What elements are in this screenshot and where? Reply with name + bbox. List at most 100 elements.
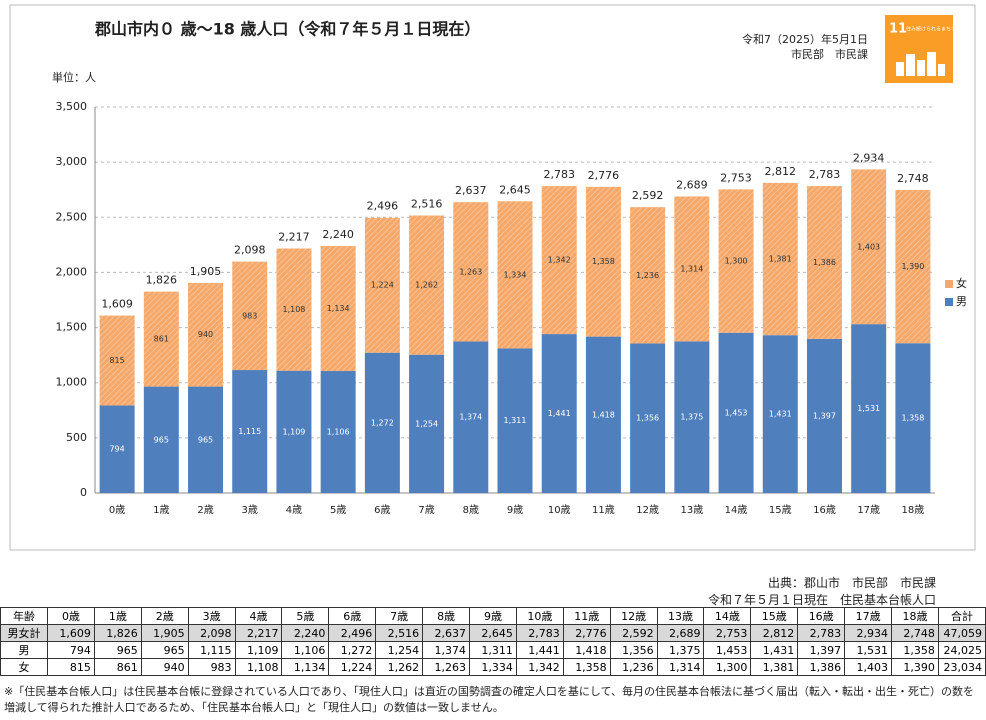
- chart-frame: [9, 4, 976, 551]
- total-label: 2,645: [499, 183, 531, 196]
- table-row: 年齢 0歳 1歳 2歳 3歳 4歳 5歳 6歳 7歳 8歳 9歳 10歳 11歳 12歳 13歳 14歳 15歳…: [0, 607, 986, 625]
- table-cell: 13歳: [656, 607, 705, 625]
- total-label: 2,783: [809, 168, 841, 181]
- table-row: 女 815 861 940 983 1,108 1,134 1,224 1,262 1,263 1,…: [0, 658, 986, 676]
- table-cell: 1,300: [703, 658, 752, 676]
- total-label: 2,098: [234, 244, 266, 257]
- segment-label: 1,390: [901, 262, 924, 271]
- table-cell: 9歳: [469, 607, 517, 625]
- table-cell: 1,609: [47, 624, 95, 642]
- dept-note: 市民部 市民課: [791, 47, 868, 61]
- table-row: 男女計 1,609 1,826 1,905 2,098 2,217 2,240 2,496 2,…: [0, 624, 986, 642]
- table-cell: 年齢: [0, 607, 48, 625]
- x-tick-label: 16歳: [813, 504, 836, 516]
- segment-label: 965: [154, 435, 169, 444]
- segment-label: 1,311: [504, 416, 527, 425]
- bar-segment: [497, 348, 533, 493]
- table-cell: 1,356: [609, 641, 658, 659]
- x-tick-label: 10歳: [548, 504, 571, 516]
- total-label: 2,934: [853, 151, 885, 164]
- segment-label: 1,314: [680, 264, 703, 273]
- total-label: 2,783: [543, 168, 575, 181]
- bar-segment: [541, 186, 577, 335]
- bar-segment: [232, 261, 268, 371]
- table-cell: 1,441: [515, 641, 564, 659]
- bar-segment: [630, 343, 666, 493]
- bar-segment: [364, 217, 400, 353]
- table-cell: 1,397: [797, 641, 846, 659]
- segment-label: 794: [109, 445, 124, 454]
- bar-segment: [453, 202, 489, 342]
- table-cell: 3歳: [187, 607, 236, 625]
- table-cell: 1,342: [515, 658, 564, 676]
- segment-label: 1,431: [769, 410, 792, 419]
- table-cell: 2,645: [469, 624, 517, 642]
- bar-segment: [806, 338, 842, 493]
- bar-segment: [585, 336, 621, 493]
- table-cell: 5歳: [281, 607, 330, 625]
- table-cell: 2,812: [750, 624, 799, 642]
- y-tick-label: 2,500: [56, 210, 88, 223]
- table-cell: 16歳: [797, 607, 846, 625]
- table-row: 男 794 965 965 1,115 1,109 1,106 1,272 1,254 1,374…: [0, 641, 986, 659]
- x-tick-label: 15歳: [769, 504, 792, 516]
- table-cell: 1,254: [375, 641, 424, 659]
- segment-label: 1,115: [238, 427, 261, 436]
- segment-label: 1,531: [857, 404, 880, 413]
- table-cell: 1,311: [469, 641, 517, 659]
- table-cell: 23,034: [937, 658, 986, 676]
- x-tick-label: 0歳: [109, 504, 125, 516]
- x-tick-label: 4歳: [286, 504, 302, 516]
- segment-label: 1,262: [415, 281, 438, 290]
- table-cell: 1,531: [844, 641, 893, 659]
- total-label: 1,826: [146, 274, 178, 287]
- bar-segment: [895, 189, 931, 344]
- table-cell: 1,390: [891, 658, 939, 676]
- total-label: 2,748: [897, 172, 929, 185]
- bar-segment: [232, 370, 268, 493]
- y-tick-label: 2,000: [56, 265, 88, 278]
- total-label: 2,516: [411, 198, 443, 211]
- y-tick-label: 1,500: [56, 321, 88, 334]
- segment-label: 1,109: [282, 427, 305, 436]
- table-cell: 合計: [937, 607, 986, 625]
- x-tick-label: 3歳: [242, 504, 258, 516]
- bar-segment: [188, 386, 224, 493]
- table-cell: 11歳: [562, 607, 611, 625]
- chart: 郡山市内０ 歳～18 歳人口（令和７年５月１日現在） 令和7（2025）年5月1…: [9, 4, 976, 551]
- table-cell: 1,375: [656, 641, 705, 659]
- table-cell: 0歳: [47, 607, 95, 625]
- table-cell: 1,358: [891, 641, 939, 659]
- table-cell: 1,109: [234, 641, 283, 659]
- table-cell: 1,272: [328, 641, 377, 659]
- legend-swatch: [945, 280, 953, 288]
- segment-label: 1,224: [371, 281, 394, 290]
- segment-label: 1,272: [371, 418, 394, 427]
- x-tick-label: 5歳: [330, 504, 346, 516]
- segment-label: 983: [242, 311, 257, 320]
- segment-label: 815: [109, 356, 124, 365]
- segment-label: 861: [154, 335, 169, 344]
- total-label: 2,217: [278, 230, 310, 243]
- data-table: 年齢 0歳 1歳 2歳 3歳 4歳 5歳 6歳 7歳 8歳 9歳 10歳 11歳 12歳 13歳 14歳 15歳…: [0, 607, 986, 676]
- table-cell: 47,059: [937, 624, 986, 642]
- table-cell: 2,783: [515, 624, 564, 642]
- table-cell: 983: [187, 658, 236, 676]
- table-cell: 2歳: [140, 607, 189, 625]
- table-cell: 1,431: [750, 641, 799, 659]
- table-cell: 1,314: [656, 658, 705, 676]
- total-label: 2,689: [676, 178, 708, 191]
- table-cell: 10歳: [515, 607, 564, 625]
- segment-label: 1,397: [813, 411, 836, 420]
- unit-label: 単位：人: [52, 70, 96, 84]
- table-cell: 2,783: [797, 624, 846, 642]
- total-label: 2,812: [765, 165, 797, 178]
- table-cell: 1,418: [562, 641, 611, 659]
- segment-label: 1,381: [769, 255, 792, 264]
- table-cell: 24,025: [937, 641, 986, 659]
- table-cell: 2,776: [562, 624, 611, 642]
- total-label: 2,496: [367, 200, 399, 213]
- sdg-text: 住み続けられるまちづくりを: [906, 26, 971, 33]
- table-cell: 1,381: [750, 658, 799, 676]
- table-cell: 2,516: [375, 624, 424, 642]
